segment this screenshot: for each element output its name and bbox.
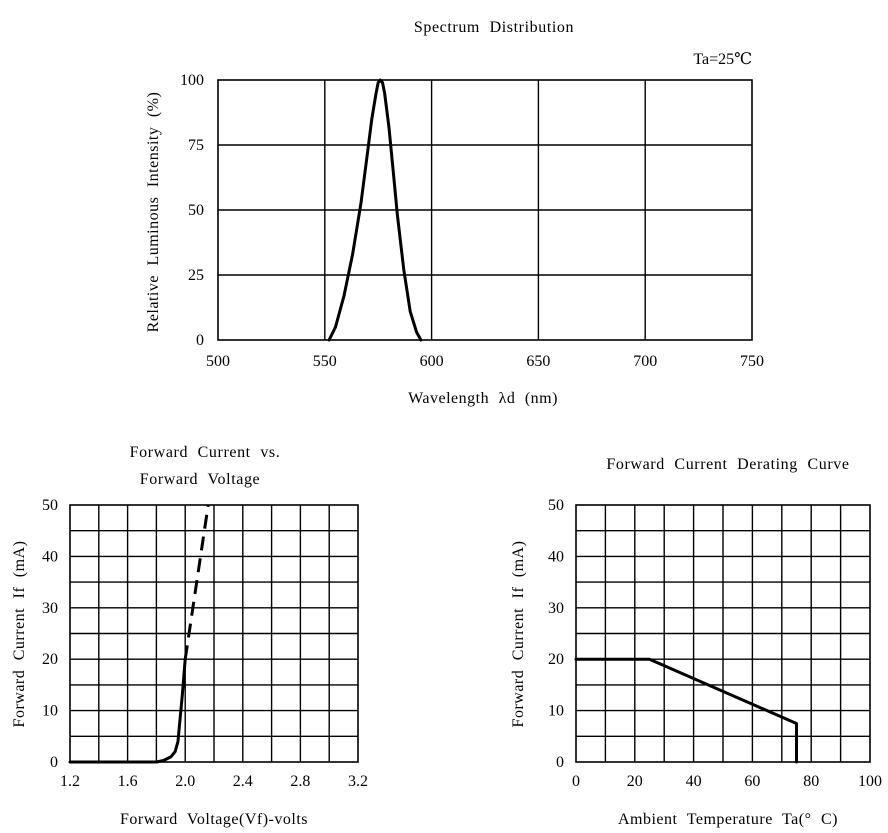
- iv-series-line-solid: [68, 657, 187, 764]
- iv-y-tick-label: 50: [42, 497, 58, 514]
- derating-x-tick-label: 100: [858, 773, 882, 790]
- derating-x-tick-label: 20: [627, 773, 643, 790]
- derating-y-tick-label: 50: [548, 497, 564, 514]
- iv-y-ticks: 0 10 20 30 40 50: [42, 497, 58, 771]
- iv-y-tick-label: 0: [50, 754, 58, 771]
- derating-x-tick-label: 80: [803, 773, 819, 790]
- spectrum-x-tick-label: 600: [420, 353, 444, 370]
- spectrum-y-tick-label: 0: [196, 332, 204, 349]
- derating-x-tick-label: 60: [744, 773, 760, 790]
- spectrum-x-tick-label: 700: [633, 353, 657, 370]
- iv-x-tick-label: 1.6: [118, 773, 138, 790]
- iv-x-axis-label: Forward Voltage(Vf)-volts: [120, 811, 308, 828]
- derating-y-tick-label: 10: [548, 703, 564, 720]
- spectrum-series: [327, 78, 423, 342]
- spectrum-y-tick-label: 50: [188, 202, 204, 219]
- derating-x-ticks: 0 20 40 60 80 100: [572, 773, 882, 790]
- derating-x-tick-label: 40: [686, 773, 702, 790]
- iv-x-tick-label: 1.2: [60, 773, 80, 790]
- spectrum-title: Spectrum Distribution: [414, 19, 574, 36]
- spectrum-y-axis-label: Relative Luminous Intensity (%): [145, 92, 162, 333]
- spectrum-y-tick-label: 25: [188, 267, 204, 284]
- spectrum-chart: Spectrum Distribution Ta=25℃ Relative Lu…: [145, 19, 764, 407]
- derating-y-tick-label: 20: [548, 651, 564, 668]
- derating-series-line-solid: [574, 657, 798, 764]
- spectrum-x-ticks: 500 550 600 650 700 750: [206, 353, 764, 370]
- spectrum-x-tick-label: 550: [313, 353, 337, 370]
- derating-y-tick-label: 40: [548, 548, 564, 565]
- iv-title-line2: Forward Voltage: [140, 471, 261, 488]
- derating-y-tick-label: 0: [556, 754, 564, 771]
- iv-y-tick-label: 10: [42, 703, 58, 720]
- iv-y-tick-label: 40: [42, 548, 58, 565]
- iv-y-tick-label: 30: [42, 600, 58, 617]
- iv-x-tick-label: 2.0: [175, 773, 195, 790]
- derating-title: Forward Current Derating Curve: [606, 456, 849, 473]
- temperature-annotation: Ta=25℃: [693, 51, 752, 68]
- spectrum-y-ticks: 0 25 50 75 100: [180, 72, 204, 349]
- spectrum-series-line-solid: [327, 78, 423, 342]
- derating-y-axis-label: Forward Current If (mA): [510, 541, 527, 728]
- derating-x-tick-label: 0: [572, 773, 580, 790]
- derating-y-ticks: 0 10 20 30 40 50: [548, 497, 564, 771]
- spectrum-grid: [217, 79, 753, 341]
- derating-x-axis-label: Ambient Temperature Ta(° C): [618, 811, 838, 828]
- iv-plot-frame: [69, 504, 359, 763]
- iv-x-tick-label: 2.8: [290, 773, 310, 790]
- derating-plot-frame: [575, 504, 871, 763]
- spectrum-y-tick-label: 100: [180, 72, 204, 89]
- iv-series: [68, 504, 210, 764]
- iv-y-axis-label: Forward Current If (mA): [11, 541, 28, 728]
- iv-title-line1: Forward Current vs.: [130, 444, 281, 461]
- spectrum-plot-frame: [217, 79, 753, 341]
- iv-series-line-dashed: [183, 504, 210, 660]
- spectrum-x-tick-label: 500: [206, 353, 230, 370]
- spectrum-x-tick-label: 750: [740, 353, 764, 370]
- iv-x-tick-label: 3.2: [348, 773, 368, 790]
- spectrum-x-axis-label: Wavelength λd (nm): [408, 390, 558, 407]
- derating-grid: [575, 504, 871, 763]
- iv-x-ticks: 1.2 1.6 2.0 2.4 2.8 3.2: [60, 773, 368, 790]
- derating-y-tick-label: 30: [548, 600, 564, 617]
- derating-chart: Forward Current Derating Curve Forward C…: [510, 456, 882, 828]
- spectrum-y-tick-label: 75: [188, 137, 204, 154]
- iv-grid: [69, 504, 359, 763]
- spectrum-x-tick-label: 650: [526, 353, 550, 370]
- iv-chart: Forward Current vs. Forward Voltage Forw…: [11, 444, 368, 828]
- iv-y-tick-label: 20: [42, 651, 58, 668]
- iv-x-tick-label: 2.4: [233, 773, 253, 790]
- derating-series: [574, 657, 798, 764]
